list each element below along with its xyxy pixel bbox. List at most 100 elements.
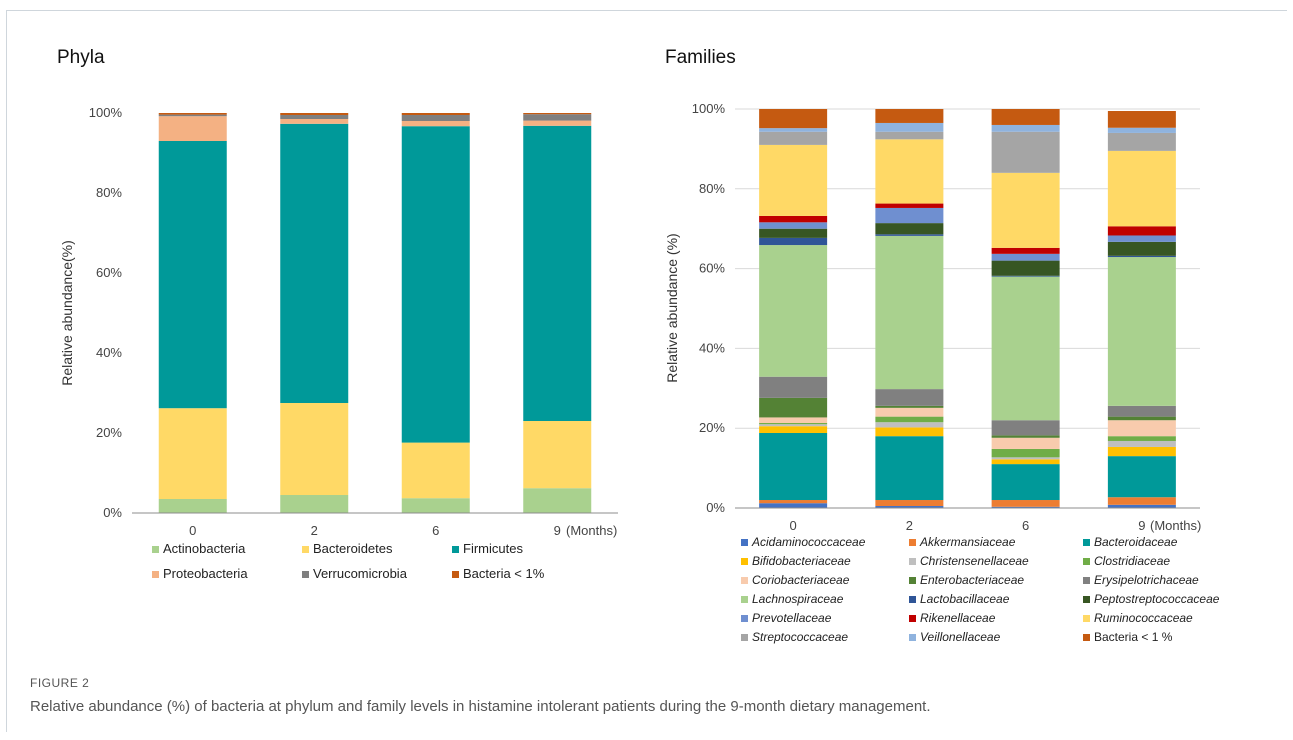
- bar-segment: [759, 424, 828, 427]
- bar-segment: [759, 131, 828, 145]
- bar-segment: [759, 426, 828, 433]
- legend-swatch: [741, 539, 748, 546]
- x-tick-label: 9: [554, 523, 561, 538]
- bar-segment: [759, 397, 828, 418]
- x-tick-label: 2: [906, 518, 913, 533]
- bar-segment: [991, 435, 1060, 438]
- bar-segment: [523, 421, 592, 489]
- bar-segment: [1107, 255, 1176, 258]
- legend-swatch: [302, 546, 309, 553]
- bar-segment: [759, 423, 828, 425]
- bar-segment: [1107, 235, 1176, 242]
- bar-segment: [759, 245, 828, 377]
- bar-segment: [759, 144, 828, 216]
- bar-segment: [1107, 257, 1176, 406]
- bar-segment: [1107, 420, 1176, 437]
- figure-label: FIGURE 2: [30, 676, 90, 690]
- bar-segment: [158, 113, 227, 115]
- bar-segment: [875, 407, 944, 417]
- legend-item: Bacteria < 1%: [452, 566, 545, 581]
- bar-segment: [991, 506, 1060, 508]
- legend-item: Bacteria < 1 %: [1083, 630, 1173, 644]
- families-panel: Families 0% 20% 40% 60% 80% 100% Relative abund…: [664, 47, 1220, 644]
- bar-segment: [991, 448, 1060, 458]
- figure-frame: [6, 10, 1287, 732]
- bar-segment: [759, 237, 828, 246]
- bar-segment: [991, 247, 1060, 254]
- legend-label: Enterobacteriaceae: [920, 573, 1024, 587]
- legend-swatch: [909, 577, 916, 584]
- bar-segment: [280, 119, 349, 124]
- legend-swatch: [1083, 615, 1090, 622]
- x-tick-label: 0: [189, 523, 196, 538]
- bar-segment: [401, 121, 470, 127]
- bar-segment: [991, 457, 1060, 460]
- bar-segment: [280, 123, 349, 404]
- bar-segment: [1107, 405, 1176, 417]
- bar-segment: [875, 131, 944, 140]
- y-tick-label: 0%: [706, 500, 725, 515]
- legend-item: Lachnospiraceae: [741, 592, 844, 606]
- bar-segment: [759, 128, 828, 132]
- legend-label: Bacteria < 1 %: [1094, 630, 1173, 644]
- legend-label: Veillonellaceae: [920, 630, 1001, 644]
- legend-label: Prevotellaceae: [752, 611, 832, 625]
- legend-item: Clostridiaceae: [1083, 554, 1170, 568]
- legend-swatch: [741, 615, 748, 622]
- bar-segment: [991, 260, 1060, 276]
- y-tick-label: 80%: [699, 181, 725, 196]
- legend-swatch: [741, 558, 748, 565]
- bar-segment: [875, 405, 944, 408]
- bar-segment: [158, 114, 227, 117]
- bar-segment: [991, 276, 1060, 421]
- legend-label: Bifidobacteriaceae: [752, 554, 851, 568]
- bar-segment: [1107, 446, 1176, 457]
- legend-item: Acidaminococcaceae: [741, 535, 866, 549]
- bar-segment: [991, 124, 1060, 132]
- legend-label: Coriobacteriaceae: [752, 573, 850, 587]
- bar-segment: [759, 376, 828, 398]
- bar-segment: [991, 420, 1060, 436]
- bar-segment: [991, 437, 1060, 449]
- legend-label: Akkermansiaceae: [919, 535, 1016, 549]
- legend-swatch: [909, 634, 916, 641]
- bar-segment: [875, 506, 944, 508]
- legend-swatch: [909, 615, 916, 622]
- y-tick-label: 100%: [692, 101, 726, 116]
- bar-segment: [401, 115, 470, 121]
- bar-segment: [158, 116, 227, 141]
- bar-segment: [1107, 110, 1176, 128]
- legend-swatch: [302, 571, 309, 578]
- legend-item: Proteobacteria: [152, 566, 248, 581]
- y-tick-label: 40%: [699, 340, 725, 355]
- legend-item: Firmicutes: [452, 541, 523, 556]
- x-tick-label: 6: [1022, 518, 1029, 533]
- bar-segment: [523, 113, 592, 115]
- bar-segment: [875, 389, 944, 406]
- bar-segment: [1107, 241, 1176, 256]
- bar-segment: [759, 500, 828, 504]
- bar-segment: [991, 253, 1060, 261]
- bar-segment: [280, 495, 349, 513]
- bar-segment: [158, 141, 227, 409]
- bar-segment: [875, 500, 944, 507]
- y-tick-label: 20%: [699, 420, 725, 435]
- legend-swatch: [1083, 634, 1090, 641]
- legend-item: Bacteroidetes: [302, 541, 393, 556]
- legend-swatch: [741, 634, 748, 641]
- legend-label: Verrucomicrobia: [313, 566, 408, 581]
- bar-segment: [1107, 436, 1176, 441]
- bar-segment: [523, 125, 592, 422]
- bar-segment: [280, 113, 349, 115]
- legend-item: Coriobacteriaceae: [741, 573, 850, 587]
- bar-segment: [759, 417, 828, 424]
- chart-title: Families: [665, 47, 736, 68]
- bar-segment: [875, 234, 944, 236]
- legend-label: Clostridiaceae: [1094, 554, 1170, 568]
- legend-swatch: [1083, 596, 1090, 603]
- y-axis-label: Relative abundance(%): [59, 240, 75, 386]
- legend-label: Erysipelotrichaceae: [1094, 573, 1199, 587]
- bar-segment: [1107, 132, 1176, 151]
- legend-label: Peptostreptococcaceae: [1094, 592, 1220, 606]
- legend-label: Ruminococcaceae: [1094, 611, 1193, 625]
